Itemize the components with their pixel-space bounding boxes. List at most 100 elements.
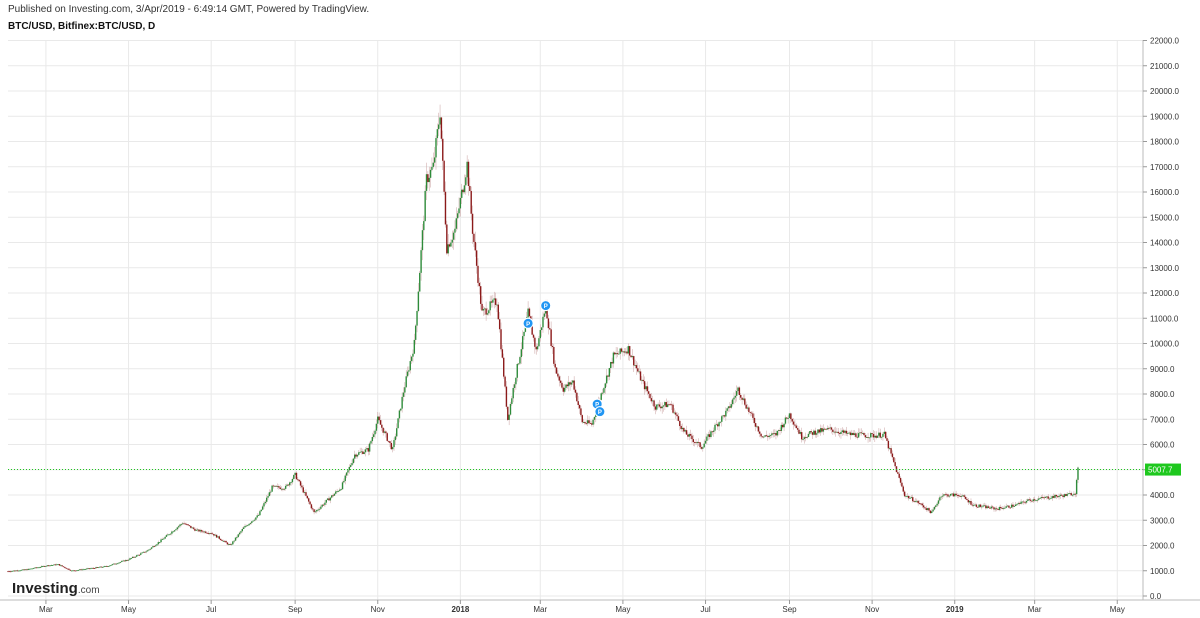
candle-body bbox=[1027, 499, 1029, 501]
candle-body bbox=[398, 410, 401, 419]
candle-body bbox=[149, 548, 151, 550]
candle-body bbox=[637, 368, 639, 372]
publication-marker[interactable]: P bbox=[594, 406, 606, 418]
candle-body bbox=[791, 419, 793, 422]
candle-body bbox=[276, 486, 279, 487]
candle-body bbox=[689, 434, 692, 436]
candle-body bbox=[100, 566, 103, 568]
candle-body bbox=[27, 568, 30, 570]
candle-body bbox=[1056, 496, 1059, 498]
candle-body bbox=[1009, 507, 1011, 509]
candle-body bbox=[646, 386, 648, 392]
candle-body bbox=[490, 301, 493, 303]
candle-body bbox=[47, 565, 50, 567]
candle-body bbox=[367, 448, 369, 452]
candle-body bbox=[692, 439, 695, 443]
candle-body bbox=[95, 567, 97, 569]
candle-body bbox=[939, 497, 941, 501]
candle-body bbox=[777, 430, 780, 431]
candle-body bbox=[443, 160, 445, 192]
candle-body bbox=[72, 570, 74, 572]
candle-body bbox=[780, 424, 783, 431]
candle-body bbox=[718, 422, 720, 427]
candle-body bbox=[320, 506, 322, 509]
candle-body bbox=[121, 561, 123, 562]
candle-body bbox=[614, 352, 616, 355]
candle-body bbox=[887, 440, 890, 449]
candle-body bbox=[795, 425, 797, 429]
candle-body bbox=[394, 436, 397, 441]
candle-body bbox=[343, 480, 345, 483]
candle-body bbox=[605, 375, 608, 384]
candle-body bbox=[279, 487, 281, 489]
candle-body bbox=[331, 495, 333, 498]
candle-body bbox=[983, 505, 986, 507]
y-tick-label: 13000.0 bbox=[1150, 264, 1179, 273]
candle-body bbox=[528, 308, 531, 317]
candle-body bbox=[233, 540, 235, 542]
candle-body bbox=[444, 191, 447, 225]
candle-body bbox=[134, 556, 137, 558]
candle-body bbox=[1020, 501, 1022, 504]
x-tick-label: 2019 bbox=[946, 605, 964, 614]
candle-body bbox=[517, 363, 520, 365]
candle-body bbox=[347, 470, 349, 473]
x-tick-label: Mar bbox=[533, 605, 547, 614]
candle-body bbox=[114, 563, 116, 565]
candle-body bbox=[207, 533, 210, 534]
candle-body bbox=[368, 443, 371, 452]
candle-body bbox=[385, 431, 387, 434]
candle-body bbox=[513, 384, 516, 388]
candle-body bbox=[628, 346, 631, 356]
candle-body bbox=[867, 437, 869, 439]
candle-body bbox=[73, 570, 76, 572]
candle-body bbox=[297, 479, 299, 481]
candle-body bbox=[769, 435, 772, 437]
candle-body bbox=[302, 487, 304, 493]
publication-marker[interactable]: P bbox=[522, 317, 534, 329]
candle-body bbox=[192, 527, 195, 529]
candle-body bbox=[271, 485, 273, 492]
candle-body bbox=[662, 405, 665, 407]
candle-body bbox=[1012, 504, 1014, 507]
candle-body bbox=[798, 429, 800, 434]
candle-body bbox=[847, 433, 849, 434]
candle-body bbox=[907, 495, 910, 499]
candle-body bbox=[209, 533, 211, 535]
candle-body bbox=[351, 463, 353, 466]
candle-body bbox=[412, 353, 414, 357]
candle-body bbox=[929, 510, 932, 514]
candle-body bbox=[562, 387, 565, 392]
candle-body bbox=[391, 447, 394, 450]
candle-body bbox=[493, 298, 495, 300]
candle-body bbox=[455, 218, 458, 229]
candle-body bbox=[237, 534, 239, 538]
candle-body bbox=[473, 233, 475, 242]
candle-body bbox=[1073, 493, 1075, 495]
candle-body bbox=[547, 318, 550, 329]
marker-label: P bbox=[544, 304, 548, 310]
candle-body bbox=[871, 433, 873, 434]
candle-body bbox=[268, 492, 271, 497]
candle-body bbox=[328, 498, 330, 501]
x-tick-label: Jul bbox=[700, 605, 710, 614]
candle-body bbox=[643, 381, 646, 390]
publication-marker[interactable]: P bbox=[540, 300, 552, 312]
candle-body bbox=[1031, 500, 1033, 502]
candle-body bbox=[80, 569, 82, 571]
candle-body bbox=[225, 541, 227, 543]
candle-body bbox=[601, 392, 604, 394]
candle-body bbox=[691, 435, 693, 440]
candle-body bbox=[642, 379, 644, 382]
candle-body bbox=[341, 482, 344, 490]
svg-text:Investing.com: Investing.com bbox=[12, 580, 100, 597]
candle-body bbox=[177, 526, 180, 528]
candle-body bbox=[39, 567, 42, 568]
candle-body bbox=[882, 433, 884, 437]
candle-body bbox=[744, 398, 746, 405]
logo-brand: Investing bbox=[12, 580, 78, 597]
candle-body bbox=[479, 286, 482, 304]
candles bbox=[7, 104, 1143, 573]
marker-circle bbox=[540, 300, 552, 312]
